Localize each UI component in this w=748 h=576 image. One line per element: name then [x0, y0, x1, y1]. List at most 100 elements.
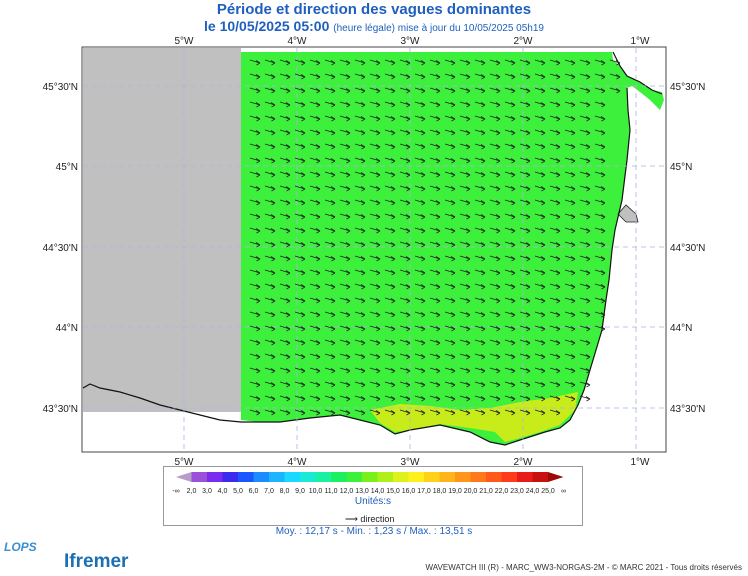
wave-arrow	[324, 353, 336, 360]
wave-arrow	[279, 101, 291, 108]
wave-arrow	[549, 227, 561, 234]
wave-arrow	[549, 129, 561, 136]
legend: -∞ 2,0 3,0 4,0 5,0 6,0 7,0 8,0 9,0 10,0 11,0 12,0 13…	[163, 466, 583, 526]
wave-arrow	[279, 325, 291, 332]
wave-arrow	[549, 283, 561, 290]
wave-arrow	[519, 269, 531, 276]
wave-arrow	[429, 227, 441, 234]
wave-arrow	[264, 381, 276, 388]
wave-arrow	[549, 395, 561, 402]
lat-tick-left: 45°30'N	[43, 82, 78, 93]
wave-arrow	[339, 171, 351, 178]
wave-arrow	[279, 171, 291, 178]
wave-arrow	[399, 325, 411, 332]
wave-arrow	[534, 59, 546, 66]
wave-arrow	[474, 283, 486, 290]
wave-arrow	[444, 367, 456, 374]
wave-arrow	[564, 395, 576, 402]
wave-arrow	[519, 297, 531, 304]
wave-arrow	[579, 297, 591, 304]
wave-arrow	[294, 353, 306, 360]
wave-arrow	[549, 101, 561, 108]
wave-arrow	[489, 255, 501, 262]
wave-arrow	[354, 269, 366, 276]
wave-arrow	[414, 325, 426, 332]
wave-arrow	[534, 269, 546, 276]
wave-arrow	[564, 367, 576, 374]
wave-arrow	[564, 157, 576, 164]
wave-arrow	[384, 171, 396, 178]
legend-swatch	[331, 472, 347, 482]
wave-arrow	[549, 325, 561, 332]
legend-label: 13,0	[355, 488, 369, 495]
wave-arrow	[549, 409, 561, 416]
wave-arrow	[594, 101, 606, 108]
wave-arrow	[399, 241, 411, 248]
legend-label: 23,0	[510, 488, 524, 495]
wave-arrow	[339, 143, 351, 150]
wave-arrow	[459, 73, 471, 80]
wave-arrow	[489, 367, 501, 374]
wave-arrow	[519, 409, 531, 416]
wave-arrow	[504, 325, 516, 332]
wave-arrow	[264, 325, 276, 332]
wave-arrow	[519, 353, 531, 360]
wave-arrow	[429, 157, 441, 164]
wave-arrow	[309, 339, 321, 346]
wave-arrow	[534, 101, 546, 108]
wave-arrow	[489, 381, 501, 388]
wave-arrow	[534, 311, 546, 318]
legend-swatch	[439, 472, 455, 482]
lon-tick-top: 5°W	[175, 36, 195, 47]
wave-arrow	[249, 241, 261, 248]
wave-arrow	[249, 59, 261, 66]
wave-arrow	[369, 227, 381, 234]
legend-label: 5,0	[233, 488, 243, 495]
wave-arrow	[384, 143, 396, 150]
wave-arrow	[339, 311, 351, 318]
wave-arrow	[549, 269, 561, 276]
wave-arrow	[324, 129, 336, 136]
wave-arrow	[264, 269, 276, 276]
wave-arrow	[534, 73, 546, 80]
wave-arrow	[429, 409, 441, 416]
wave-arrow	[309, 59, 321, 66]
wave-arrow	[324, 325, 336, 332]
lon-tick-bottom: 4°W	[288, 457, 308, 468]
wave-arrow	[444, 143, 456, 150]
wave-arrow	[504, 143, 516, 150]
wave-arrow	[459, 227, 471, 234]
wave-arrow	[564, 213, 576, 220]
wave-arrow	[429, 213, 441, 220]
wave-arrow	[249, 367, 261, 374]
wave-arrow	[444, 255, 456, 262]
wave-arrow	[249, 143, 261, 150]
wave-arrow	[339, 325, 351, 332]
wave-arrow	[429, 185, 441, 192]
wave-arrow	[354, 353, 366, 360]
wave-arrow	[594, 87, 606, 94]
legend-swatch	[377, 472, 393, 482]
wave-arrow	[519, 59, 531, 66]
wave-arrow	[429, 115, 441, 122]
wave-arrow	[249, 73, 261, 80]
wave-arrow	[504, 353, 516, 360]
wave-arrow	[384, 101, 396, 108]
wave-arrow	[399, 115, 411, 122]
lat-tick-left: 44°30'N	[43, 243, 78, 254]
lon-tick-bottom: 2°W	[514, 457, 534, 468]
wave-arrow	[384, 269, 396, 276]
wave-arrow	[504, 73, 516, 80]
wave-arrow	[264, 171, 276, 178]
legend-swatch	[362, 472, 378, 482]
wave-arrow	[324, 255, 336, 262]
wave-arrow	[264, 87, 276, 94]
wave-arrow	[429, 381, 441, 388]
wave-arrow	[549, 255, 561, 262]
wave-arrow	[249, 381, 261, 388]
wave-arrow	[534, 367, 546, 374]
wave-arrow	[414, 199, 426, 206]
wave-arrow	[579, 227, 591, 234]
wave-arrow	[279, 241, 291, 248]
wave-arrow	[369, 115, 381, 122]
